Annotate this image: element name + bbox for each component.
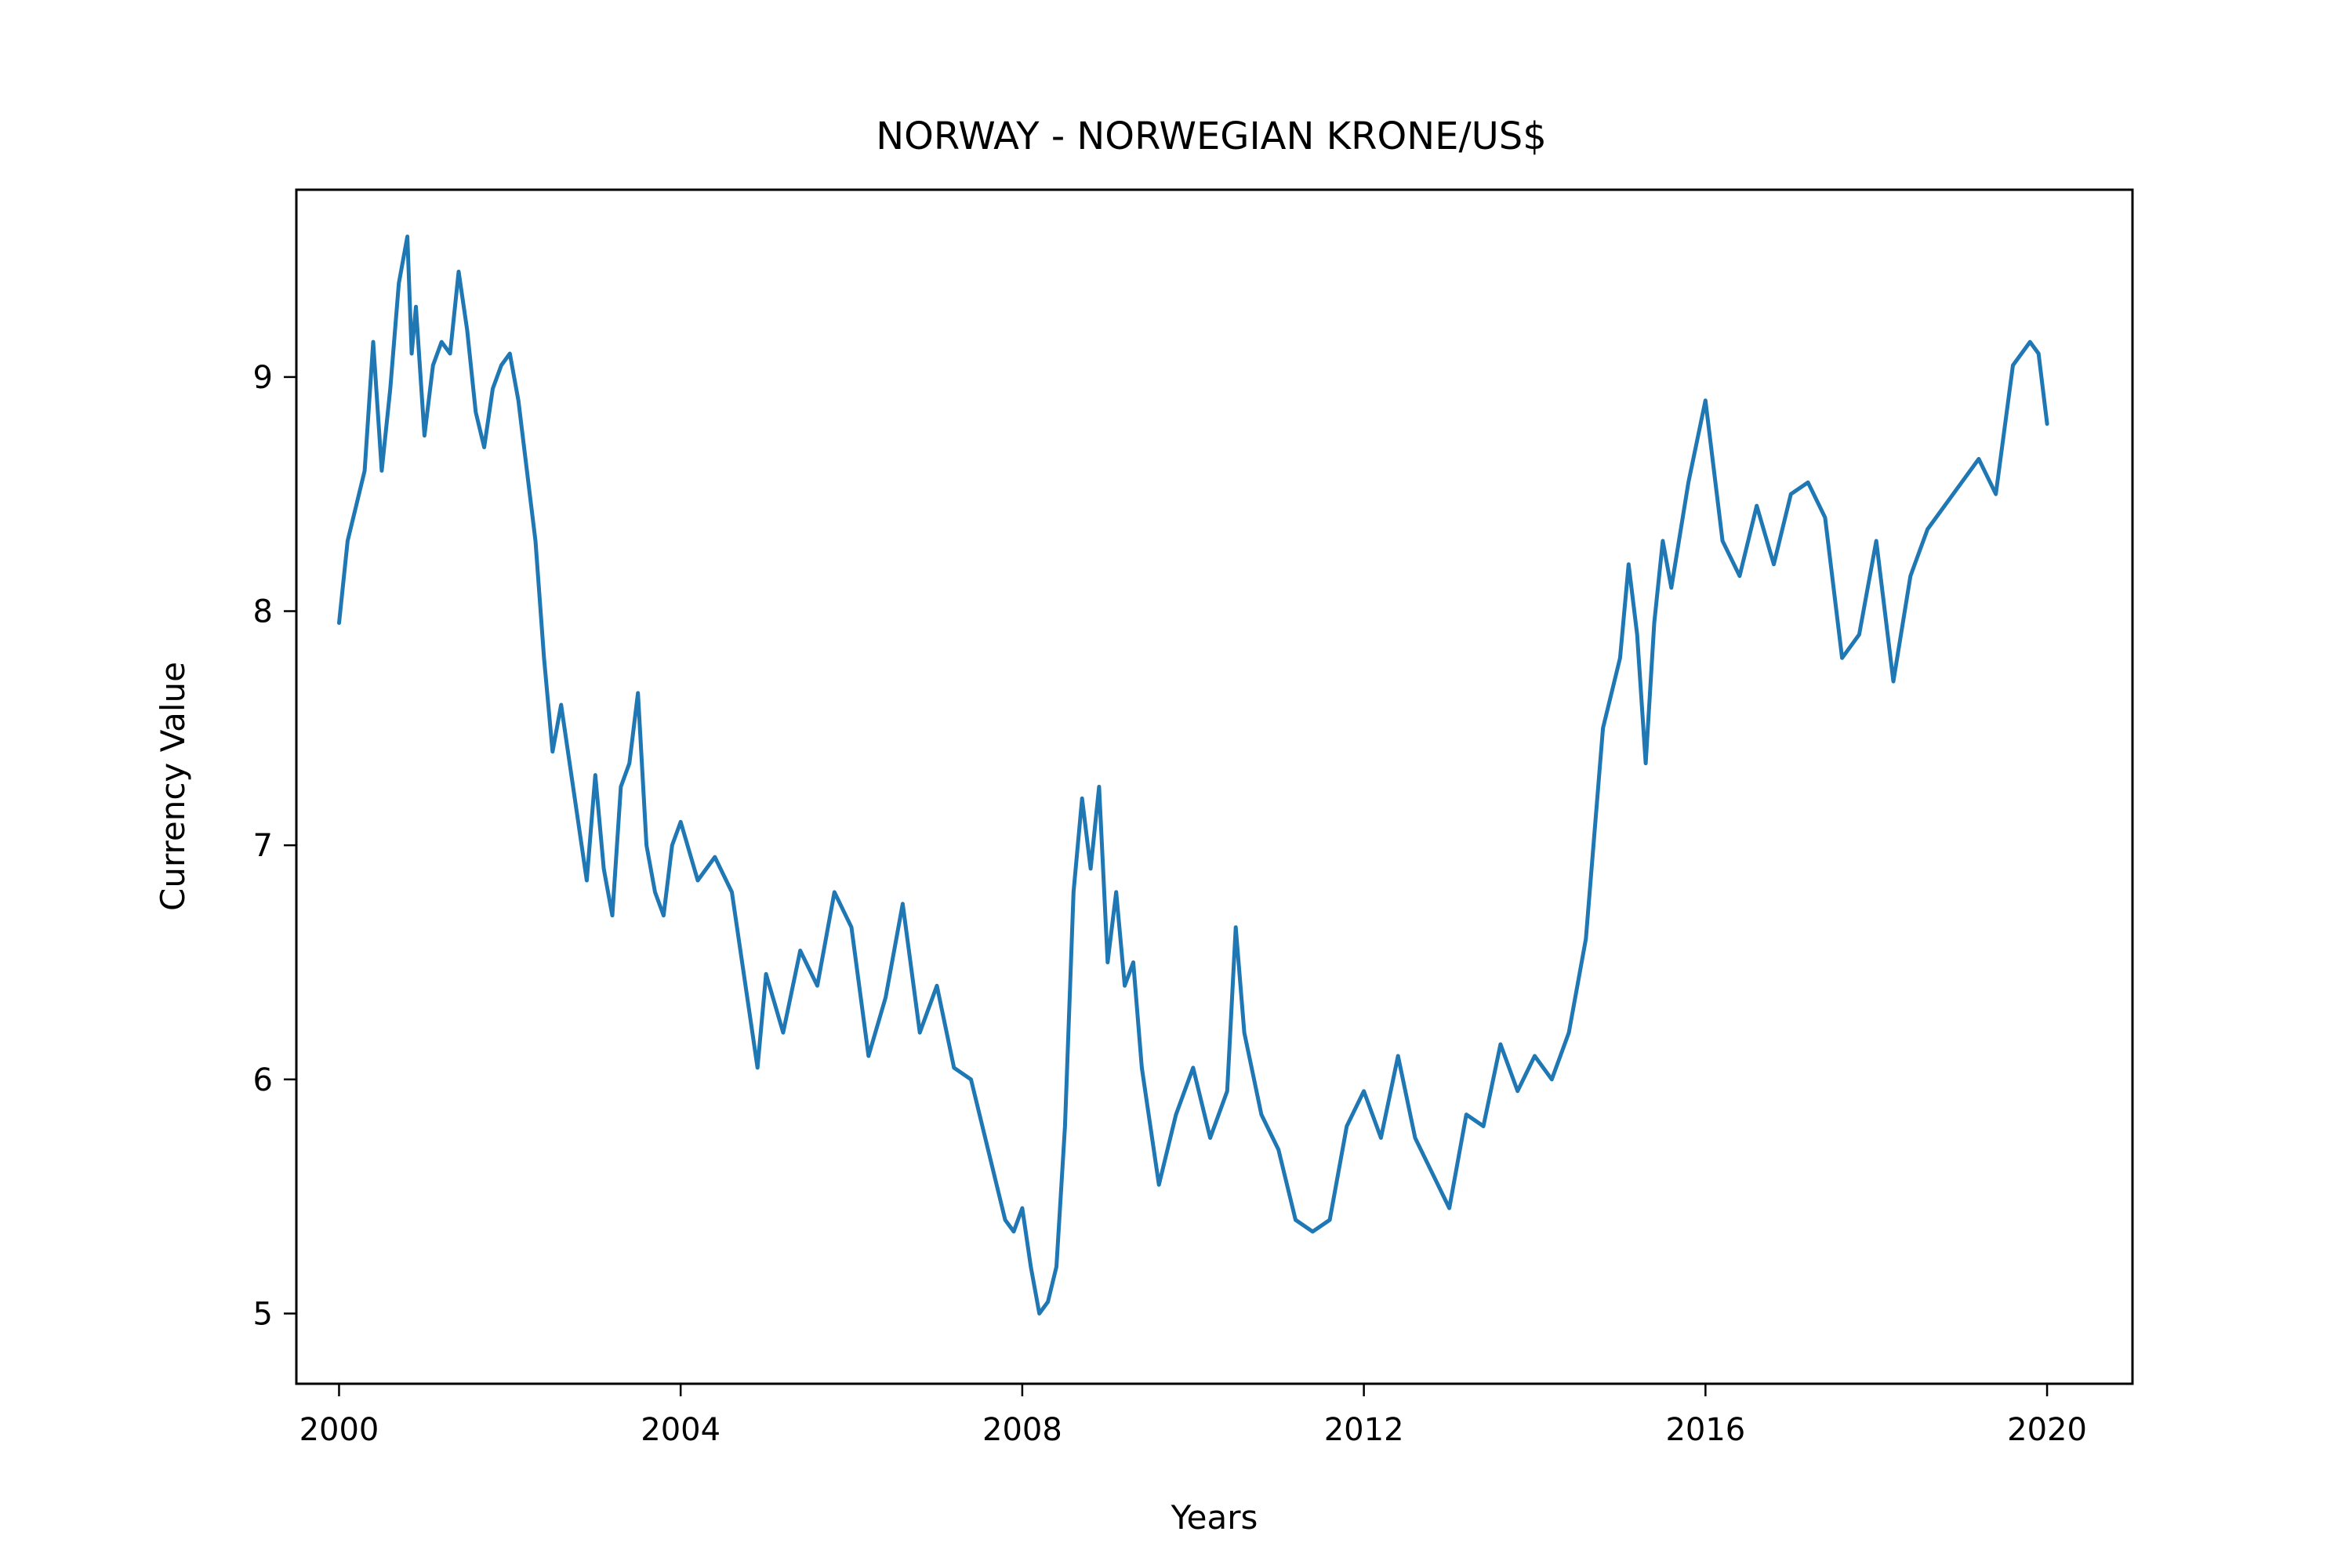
x-axis-ticks: 2000 2004 2008 2012 2016 2020 bbox=[299, 1384, 2087, 1448]
series-line-0 bbox=[339, 237, 2048, 1314]
x-tick-label: 2008 bbox=[982, 1412, 1062, 1448]
x-axis-label: Years bbox=[1171, 1498, 1258, 1537]
chart-title: NORWAY - NORWEGIAN KRONE/US$ bbox=[876, 114, 1547, 158]
y-tick-label: 8 bbox=[253, 594, 273, 630]
y-tick-label: 9 bbox=[253, 360, 273, 396]
y-axis-ticks: 5 6 7 8 9 bbox=[253, 360, 296, 1333]
series-layer bbox=[339, 237, 2048, 1314]
y-tick-label: 5 bbox=[253, 1296, 273, 1332]
y-tick-label: 7 bbox=[253, 828, 273, 864]
y-axis-label: Currency Value bbox=[154, 662, 192, 911]
x-tick-label: 2020 bbox=[2007, 1412, 2087, 1448]
x-tick-label: 2004 bbox=[641, 1412, 720, 1448]
x-tick-label: 2000 bbox=[299, 1412, 379, 1448]
y-tick-label: 6 bbox=[253, 1062, 273, 1098]
x-tick-label: 2012 bbox=[1324, 1412, 1404, 1448]
x-tick-label: 2016 bbox=[1665, 1412, 1745, 1448]
